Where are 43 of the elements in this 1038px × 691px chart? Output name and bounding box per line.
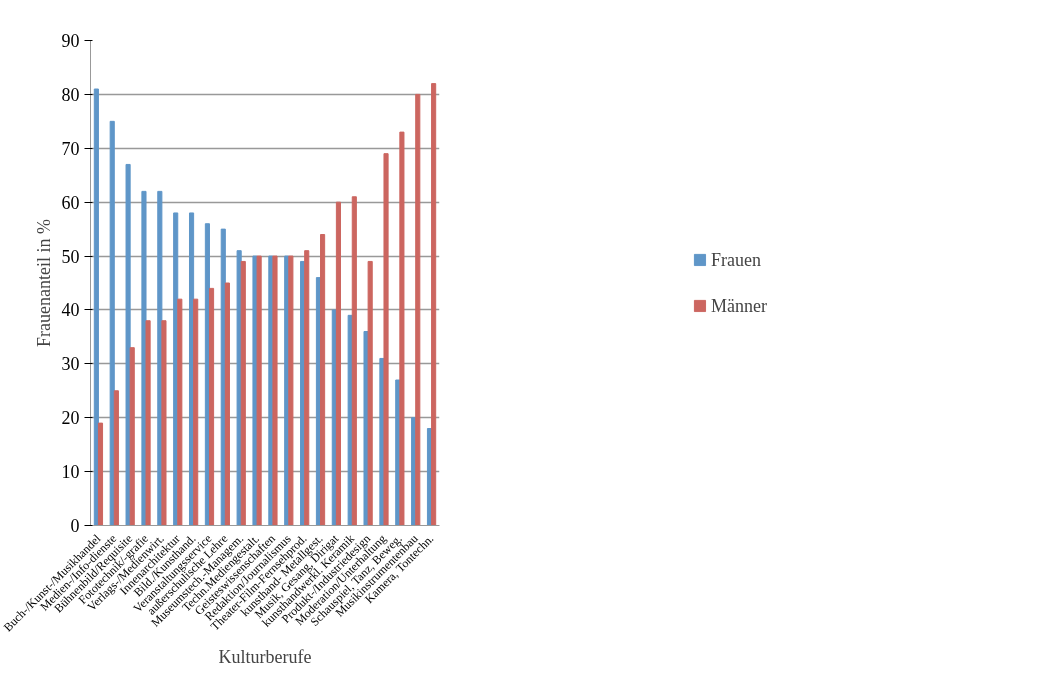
bar <box>97 422 104 526</box>
y-tick-label: 70 <box>61 138 80 159</box>
bar <box>224 282 230 526</box>
bar <box>109 120 115 526</box>
bar <box>145 320 151 526</box>
bar <box>367 260 373 526</box>
bar <box>335 201 342 526</box>
bar <box>157 190 163 526</box>
y-tick-label: 10 <box>61 462 80 483</box>
bar <box>125 163 131 526</box>
bar <box>351 196 357 526</box>
y-tick-label: 20 <box>61 408 80 429</box>
y-tick-label: 50 <box>61 246 80 267</box>
y-tick-label: 90 <box>61 31 80 51</box>
y-tick-label: 0 <box>70 516 80 536</box>
bar <box>347 314 353 526</box>
bar <box>113 390 119 526</box>
bar <box>431 83 437 526</box>
y-tick-label: 80 <box>61 84 80 105</box>
bar <box>256 255 262 526</box>
bar <box>208 287 215 526</box>
bar <box>236 250 242 526</box>
bar <box>399 131 405 526</box>
bar <box>320 234 326 526</box>
bar <box>272 255 278 526</box>
bar <box>304 250 310 526</box>
legend-label: Frauen <box>711 249 761 270</box>
y-tick-label: 60 <box>61 192 80 213</box>
x-axis-title: Kulturberufe <box>218 647 312 668</box>
bar <box>129 347 135 526</box>
y-tick-label: 40 <box>61 300 80 321</box>
bar <box>161 320 167 526</box>
bar <box>383 153 389 526</box>
bar <box>288 255 294 526</box>
y-tick-label: 30 <box>61 354 80 375</box>
bar <box>415 93 421 526</box>
legend-label: Männer <box>711 295 767 316</box>
bar <box>240 260 246 526</box>
bar <box>177 298 183 526</box>
bar <box>193 298 199 526</box>
bar <box>93 88 99 526</box>
bar <box>141 190 147 526</box>
y-axis-title: Frauenanteil in % <box>33 219 54 347</box>
